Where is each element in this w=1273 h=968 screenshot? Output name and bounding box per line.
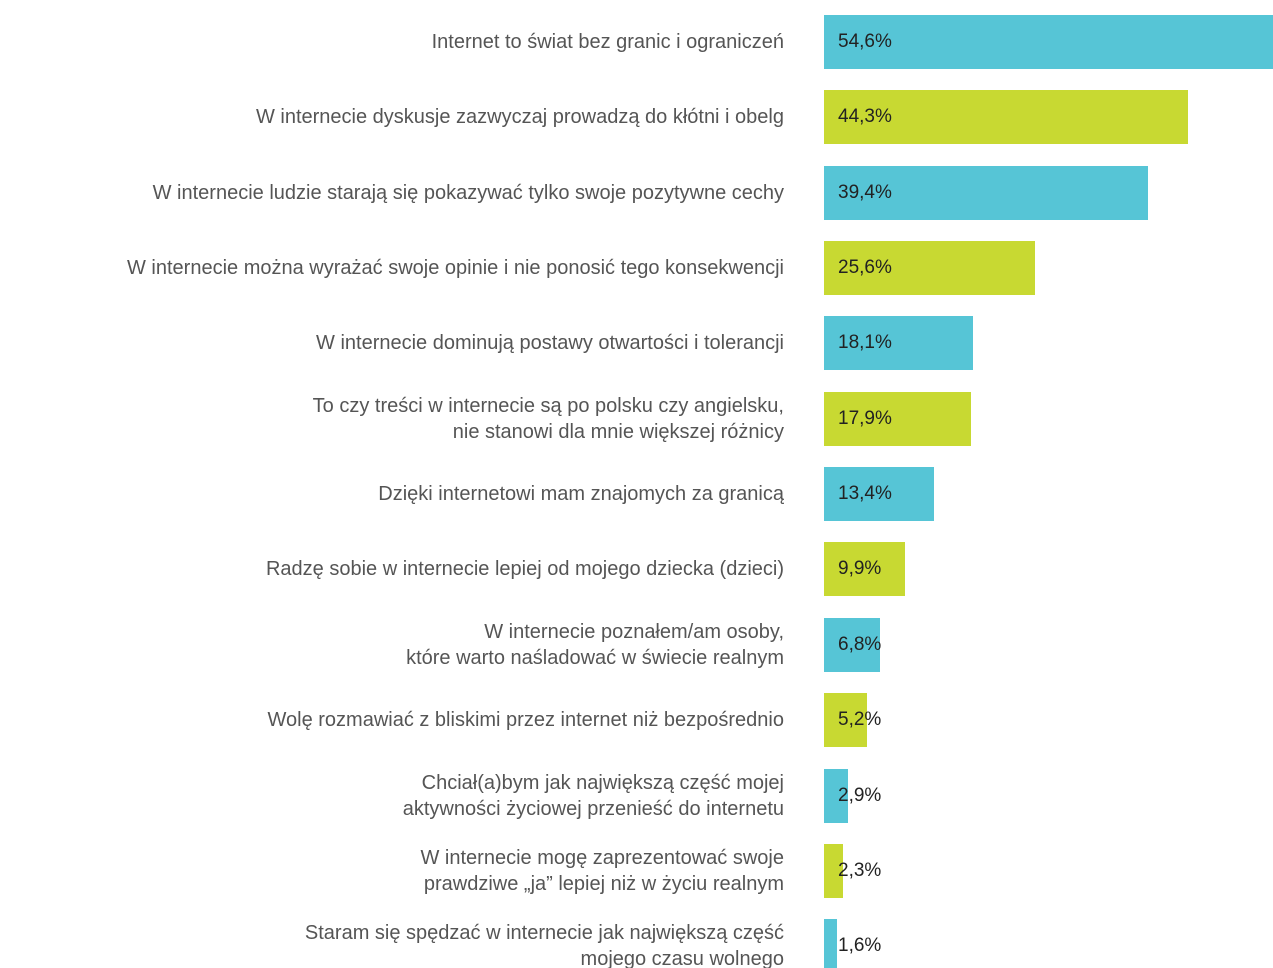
bar [824,165,1148,220]
bar [824,467,935,522]
bar [824,316,973,371]
value-label: 1,6% [838,935,882,957]
category-label: W internecie mogę zaprezentować swoje pr… [420,846,784,895]
value-label: 18,1% [838,332,892,354]
bar [824,15,1273,69]
bar [824,919,838,968]
value-label: 25,6% [838,257,892,279]
bar [824,90,1189,145]
bar [824,843,843,898]
value-label: 17,9% [838,407,892,429]
bar [824,391,972,446]
value-label: 2,9% [838,784,882,806]
value-label: 13,4% [838,483,892,505]
value-label: 6,8% [838,633,882,655]
bar [824,542,906,597]
category-label: W internecie dyskusje zazwyczaj prowadzą… [255,106,784,129]
category-label: Chciał(a)bym jak największą część mojej … [402,771,784,820]
bar [824,617,880,672]
category-label: W internecie poznałem/am osoby, które wa… [406,620,784,669]
bar [824,768,848,823]
category-label: Internet to świat bez granic i ogranicze… [431,31,784,53]
category-label: To czy treści w internecie są po polsku … [312,394,784,443]
category-label: W internecie można wyrażać swoje opinie … [127,257,784,280]
value-label: 5,2% [838,709,882,731]
category-label: Dzięki internetowi mam znajomych za gran… [378,483,784,506]
value-label: 9,9% [838,558,882,580]
value-label: 2,3% [838,859,882,881]
value-label: 54,6% [838,31,892,52]
value-label: 39,4% [838,181,892,203]
value-label: 44,3% [838,106,892,128]
category-label: Staram się spędzać w internecie jak najw… [304,922,784,968]
category-label: Wolę rozmawiać z bliskimi przez internet… [267,709,784,732]
category-label: W internecie dominują postawy otwartości… [316,332,784,355]
bar [824,241,1035,296]
category-label: W internecie ludzie starają się pokazywa… [152,181,784,204]
bar [824,693,867,748]
category-label: Radzę sobie w internecie lepiej od mojeg… [265,558,784,581]
